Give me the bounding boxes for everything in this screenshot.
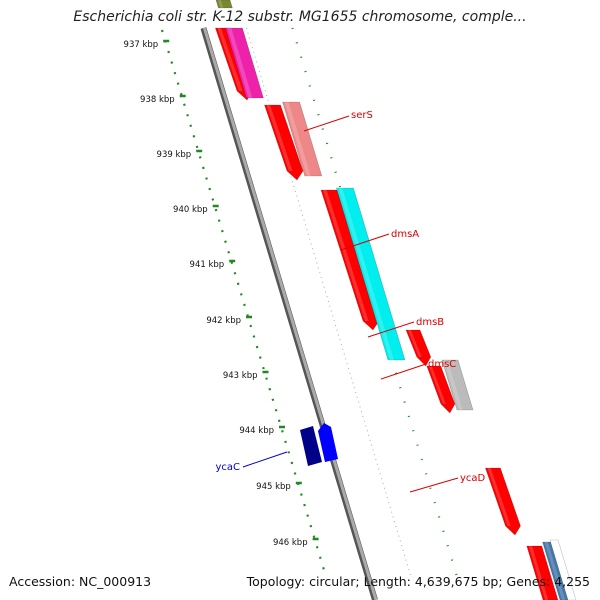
cds-arrow-highlight: [217, 28, 243, 91]
ruler-tick-label: 938 kbp: [140, 95, 175, 105]
feature-cyan-block-highlight: [338, 188, 394, 360]
feature-olive-block: [215, 0, 233, 9]
cds-arrow-sers-highlight: [266, 105, 293, 171]
ruler-tick-label: 943 kbp: [223, 371, 258, 381]
feature-salmon-block-highlight: [284, 102, 311, 176]
cds-arrow-dmsc: [426, 365, 456, 414]
feature-grey-block: [441, 359, 474, 411]
cds-arrow-ycad: [484, 467, 521, 536]
gene-label-dmsa[interactable]: dmsA: [391, 229, 419, 240]
feature-salmon-block: [282, 101, 323, 177]
feature-magenta-block: [224, 27, 264, 99]
cds-arrow-dmsa-highlight: [323, 190, 369, 321]
accession-text: Accession: NC_000913: [9, 574, 152, 589]
gene-label-ycad[interactable]: ycaD: [460, 473, 486, 484]
ruler-tick-label: 939 kbp: [157, 150, 192, 160]
feature-grey-block-highlight: [444, 360, 463, 410]
feature-white-strip: [549, 539, 577, 600]
cds-arrow-bottom-highlight: [528, 546, 549, 600]
genome-backbone: [200, 27, 378, 600]
gene-label-dmsb[interactable]: dmsB: [416, 317, 444, 328]
ruler-tick-label: 937 kbp: [124, 40, 159, 50]
genome-summary: Topology: circular; Length: 4,639,675 bp…: [246, 574, 590, 589]
cds-arrow-bottom: [526, 545, 559, 600]
ruler-tick-label: 942 kbp: [206, 316, 241, 326]
label-leader-line: [303, 115, 350, 132]
label-leaders: [242, 115, 459, 493]
gene-label-ycac[interactable]: ycaC: [215, 462, 240, 473]
feature-track: [214, 0, 577, 600]
ruler-tick-label: 941 kbp: [190, 260, 225, 270]
map-title: Escherichia coli str. K-12 substr. MG165…: [73, 9, 527, 25]
label-leader-line: [409, 477, 459, 493]
ruler-axis: 937 kbp 938 kbp 939 kbp 940 kbp 941 kbp 942 k…: [124, 29, 326, 571]
feature-cyan-block: [335, 187, 406, 361]
feature-magenta-block-highlight: [227, 28, 253, 98]
gene-label-sers[interactable]: serS: [351, 110, 373, 121]
label-leader-line: [367, 321, 415, 338]
cds-arrow-sers: [264, 104, 304, 181]
feature-steel-block-highlight: [544, 542, 566, 600]
ruler-tick-label: 940 kbp: [173, 205, 208, 215]
label-leader-line: [340, 233, 390, 251]
label-leader-line: [380, 363, 427, 380]
ruler-tick-label: 945 kbp: [256, 482, 291, 492]
feature-olive-block-highlight: [218, 0, 224, 8]
feature-ycac-arrow: [318, 423, 338, 462]
cds-arrow-dmsa: [320, 189, 380, 331]
gene-label-dmsc[interactable]: dmsC: [428, 359, 456, 370]
feature-ycac-navy: [300, 426, 322, 466]
ruler-tick-label: 944 kbp: [239, 426, 274, 436]
cds-arrow-dmsc-highlight: [428, 366, 446, 404]
cds-arrow-dmsb-highlight: [408, 330, 422, 357]
label-layer: serS dmsA dmsB dmsC ycaD ycaC: [215, 110, 485, 484]
cds-arrow-dmsb: [405, 329, 432, 367]
backbone-line: [202, 27, 378, 600]
cds-arrow-ycad-highlight: [487, 468, 511, 526]
ruler-tick-label: 946 kbp: [273, 538, 308, 548]
feature-white-strip-highlight: [552, 540, 571, 600]
label-leader-line: [242, 451, 288, 468]
